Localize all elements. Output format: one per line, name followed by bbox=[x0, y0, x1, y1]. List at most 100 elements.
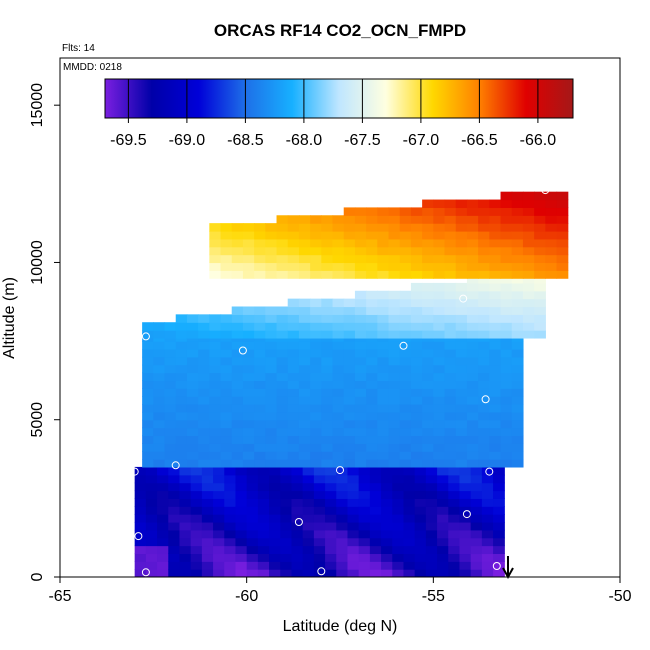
heatmap-cell bbox=[433, 246, 446, 256]
heatmap-cell bbox=[347, 569, 360, 577]
heatmap-cell bbox=[493, 466, 505, 476]
heatmap-cell bbox=[254, 314, 266, 323]
heatmap-cell bbox=[388, 372, 401, 382]
heatmap-cell bbox=[276, 238, 289, 248]
heatmap-cell bbox=[369, 482, 382, 492]
heatmap-cell bbox=[500, 215, 513, 224]
heatmap-cell bbox=[313, 529, 326, 539]
heatmap-cell bbox=[366, 254, 378, 264]
heatmap-cell bbox=[246, 521, 259, 531]
heatmap-cell bbox=[164, 427, 177, 437]
heatmap-cell bbox=[220, 223, 233, 232]
heatmap-cell bbox=[190, 561, 203, 570]
heatmap-cell bbox=[433, 348, 446, 358]
heatmap-cell bbox=[190, 569, 203, 577]
heatmap-cell bbox=[153, 443, 166, 452]
heatmap-cell bbox=[190, 506, 203, 515]
heatmap-cell bbox=[153, 459, 166, 468]
heatmap-cell bbox=[556, 270, 569, 279]
heatmap-cell bbox=[190, 545, 203, 555]
heatmap-cell bbox=[231, 254, 244, 264]
heatmap-cell bbox=[455, 348, 468, 358]
heatmap-cell bbox=[287, 215, 300, 224]
heatmap-cell bbox=[209, 231, 222, 240]
heatmap-cell bbox=[493, 529, 505, 539]
heatmap-cell bbox=[269, 490, 281, 499]
heatmap-cell bbox=[403, 514, 416, 523]
heatmap-cell bbox=[511, 419, 524, 429]
heatmap-cell bbox=[231, 451, 244, 460]
heatmap-cell bbox=[175, 388, 188, 397]
heatmap-cell bbox=[399, 231, 412, 240]
heatmap-cell bbox=[186, 435, 199, 444]
heatmap-cell bbox=[448, 553, 461, 562]
heatmap-cell bbox=[444, 231, 457, 240]
heatmap-cell bbox=[321, 298, 334, 308]
heatmap-cell bbox=[209, 348, 222, 358]
heatmap-cell bbox=[310, 427, 322, 437]
heatmap-cell bbox=[556, 199, 569, 209]
heatmap-cell bbox=[399, 270, 412, 279]
heatmap-cell bbox=[478, 231, 490, 240]
heatmap-cell bbox=[242, 270, 255, 279]
heatmap-cell bbox=[500, 411, 513, 421]
heatmap-cell bbox=[179, 498, 192, 507]
heatmap-cell bbox=[145, 490, 158, 499]
heatmap-cell bbox=[190, 537, 203, 547]
heatmap-cell bbox=[399, 396, 412, 405]
heatmap-cell bbox=[422, 207, 434, 216]
heatmap-cell bbox=[310, 330, 322, 339]
heatmap-cell bbox=[466, 238, 479, 248]
heatmap-cell bbox=[179, 521, 192, 531]
heatmap-cell bbox=[287, 451, 300, 460]
heatmap-cell bbox=[231, 306, 244, 315]
heatmap-cell bbox=[478, 411, 490, 421]
heatmap-cell bbox=[466, 427, 479, 437]
heatmap-cell bbox=[145, 553, 158, 562]
heatmap-cell bbox=[265, 246, 278, 256]
heatmap-cell bbox=[168, 521, 181, 531]
heatmap-cell bbox=[522, 254, 535, 264]
heatmap-cell bbox=[298, 314, 311, 323]
heatmap-cell bbox=[231, 404, 244, 413]
heatmap-cell bbox=[231, 246, 244, 256]
heatmap-cell bbox=[466, 348, 479, 358]
colorbar-tick-label: -66.0 bbox=[520, 132, 557, 149]
heatmap-cell bbox=[168, 474, 181, 484]
heatmap-cell bbox=[399, 207, 412, 216]
heatmap-cell bbox=[186, 443, 199, 452]
heatmap-cell bbox=[153, 451, 166, 460]
heatmap-cell bbox=[153, 348, 166, 358]
heatmap-cell bbox=[354, 459, 367, 468]
heatmap-cell bbox=[354, 364, 367, 374]
heatmap-cell bbox=[545, 270, 558, 279]
heatmap-cell bbox=[291, 521, 304, 531]
heatmap-cell bbox=[388, 298, 401, 308]
heatmap-cell bbox=[478, 364, 490, 374]
heatmap-cell bbox=[265, 341, 278, 350]
heatmap-cell bbox=[332, 348, 345, 358]
sample-point bbox=[589, 181, 598, 190]
heatmap-cell bbox=[377, 380, 390, 389]
heatmap-cell bbox=[198, 372, 210, 382]
heatmap-cell bbox=[522, 207, 535, 216]
heatmap-cell bbox=[343, 207, 356, 216]
heatmap-cell bbox=[534, 246, 546, 256]
heatmap-cell bbox=[466, 199, 479, 209]
heatmap-cell bbox=[298, 372, 311, 382]
heatmap-cell bbox=[321, 356, 334, 366]
heatmap-cell bbox=[366, 372, 378, 382]
heatmap-cell bbox=[302, 514, 315, 523]
heatmap-cell bbox=[403, 466, 416, 476]
heatmap-cell bbox=[224, 498, 237, 507]
heatmap-cell bbox=[313, 466, 326, 476]
heatmap-cell bbox=[257, 553, 270, 562]
heatmap-cell bbox=[220, 238, 233, 248]
heatmap-cell bbox=[201, 537, 214, 547]
heatmap-cell bbox=[422, 223, 434, 232]
heatmap-cell bbox=[354, 356, 367, 366]
heatmap-cell bbox=[433, 238, 446, 248]
heatmap-cell bbox=[433, 427, 446, 437]
heatmap-cell bbox=[142, 404, 154, 413]
heatmap-cell bbox=[388, 330, 401, 339]
